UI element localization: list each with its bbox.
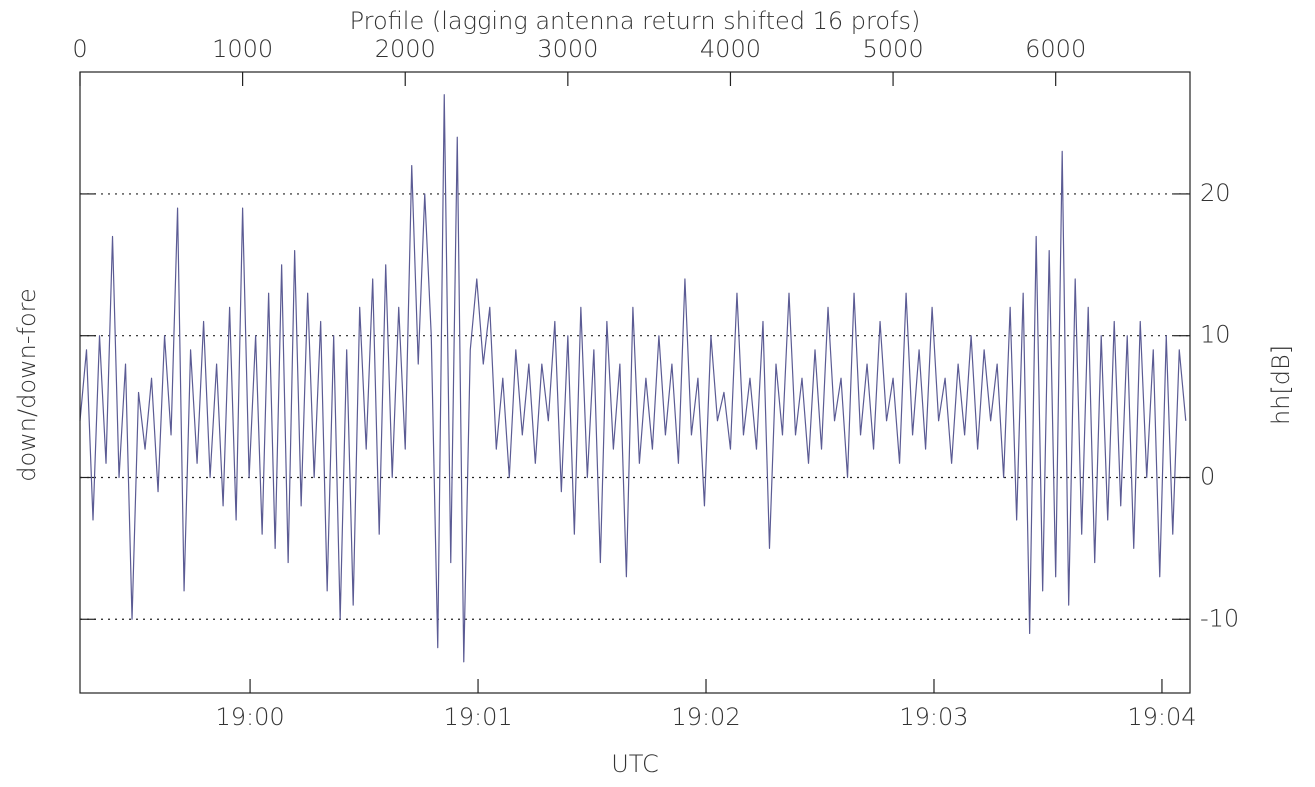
x-tick-label: 2000 bbox=[375, 35, 436, 63]
data-line bbox=[79, 94, 1187, 663]
x-tick-label: 3000 bbox=[537, 35, 598, 63]
x-tick-label: 4000 bbox=[700, 35, 761, 63]
y-tick-label: 0 bbox=[1200, 462, 1215, 490]
y-tick-label: 20 bbox=[1200, 179, 1231, 207]
y-tick-label: -10 bbox=[1200, 604, 1239, 632]
x-tick-label: 1000 bbox=[212, 35, 273, 63]
bottom-axis-label: UTC bbox=[611, 750, 659, 778]
left-axis-label: down/down-fore bbox=[13, 288, 41, 482]
x2-tick-label: 19:01 bbox=[443, 703, 512, 731]
x-tick-label: 6000 bbox=[1025, 35, 1086, 63]
y-tick-label: 10 bbox=[1200, 321, 1231, 349]
x2-tick-label: 19:03 bbox=[899, 703, 968, 731]
right-axis-label: hh[dB] bbox=[1267, 345, 1295, 425]
x2-tick-label: 19:04 bbox=[1127, 703, 1196, 731]
x-tick-label: 0 bbox=[72, 35, 87, 63]
top-axis-label: Profile (lagging antenna return shifted … bbox=[350, 7, 921, 35]
x2-tick-label: 19:00 bbox=[215, 703, 284, 731]
x-tick-label: 5000 bbox=[863, 35, 924, 63]
plot-frame bbox=[79, 71, 1191, 694]
x2-tick-label: 19:02 bbox=[671, 703, 740, 731]
